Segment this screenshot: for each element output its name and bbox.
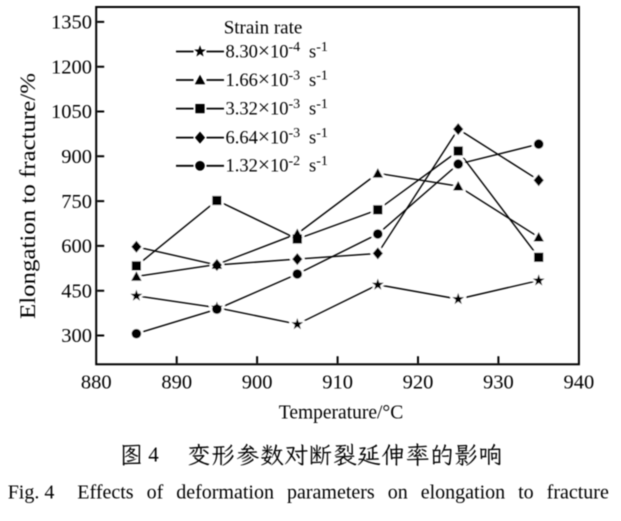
svg-text:920: 920 [403,372,434,394]
svg-text:1350: 1350 [51,12,92,34]
svg-text:1.32×10-2 s-1: 1.32×10-2 s-1 [226,153,328,177]
svg-text:940: 940 [564,372,595,394]
svg-text:750: 750 [61,191,92,213]
svg-text:910: 910 [322,372,353,394]
svg-text:890: 890 [161,372,192,394]
svg-text:8.30×10-4 s-1: 8.30×10-4 s-1 [226,38,328,62]
svg-text:300: 300 [61,325,92,347]
svg-text:1050: 1050 [51,101,92,123]
svg-text:Elongation to fracture/%: Elongation to fracture/% [15,73,40,319]
svg-text:900: 900 [242,372,273,394]
svg-text:4: 4 [148,443,159,467]
svg-text:450: 450 [61,280,92,302]
svg-text:880: 880 [81,372,112,394]
svg-text:930: 930 [483,372,514,394]
svg-text:6.64×10-3 s-1: 6.64×10-3 s-1 [226,124,328,148]
svg-text:Effects of deformation paramet: Effects of deformation parameters on elo… [77,482,609,504]
svg-text:1200: 1200 [51,56,92,78]
svg-text:600: 600 [61,236,92,258]
svg-text:Temperature/°C: Temperature/°C [279,403,403,424]
svg-text:Fig. 4: Fig. 4 [8,482,55,504]
svg-text:1.66×10-3 s-1: 1.66×10-3 s-1 [226,67,328,91]
svg-text:900: 900 [61,146,92,168]
svg-text:Strain rate: Strain rate [224,18,303,39]
svg-text:3.32×10-3 s-1: 3.32×10-3 s-1 [226,95,328,119]
